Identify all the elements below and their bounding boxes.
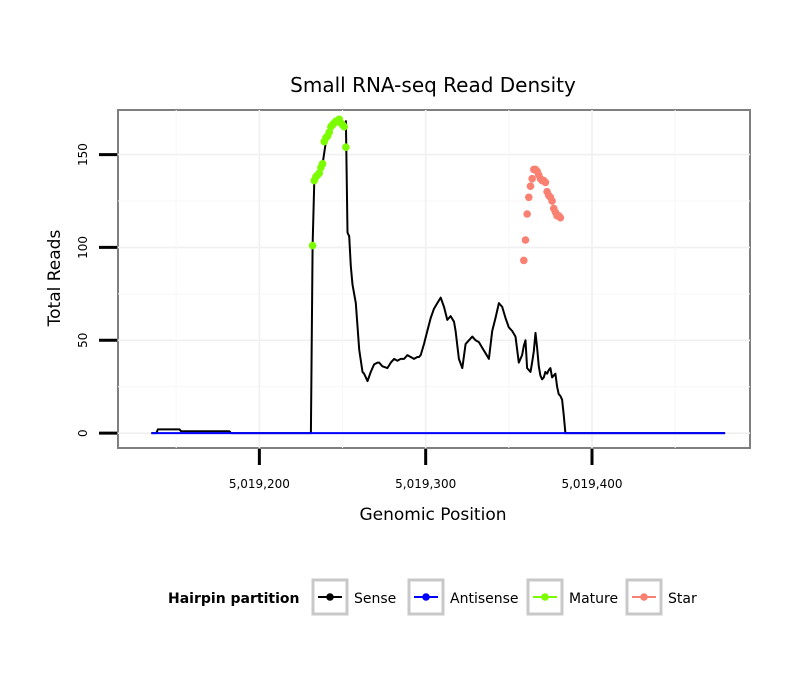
legend-label: Mature (569, 591, 618, 607)
data-point-mature (308, 241, 317, 250)
axes: 0 50 100 150 5,019,200 5,019,300 5,019,400 (76, 143, 623, 491)
data-point-star (525, 193, 533, 202)
chart-title: Small RNA-seq Read Density (290, 73, 576, 97)
legend-item-sense: Sense (311, 578, 396, 616)
data-point-star (526, 182, 535, 190)
x-tick-label: 5,019,200 (229, 477, 290, 491)
x-axis-title: Genomic Position (359, 505, 506, 525)
series (151, 115, 726, 435)
data-point-mature (342, 143, 350, 151)
plot-panel (117, 109, 751, 449)
legend-key-point (326, 593, 334, 601)
y-axis-title: Total Reads (45, 230, 65, 328)
legend-key-point (541, 593, 549, 601)
data-point-star (521, 236, 530, 244)
y-tick-label: 150 (76, 143, 90, 166)
x-tick-label: 5,019,400 (561, 477, 622, 491)
legend-item-antisense: Antisense (407, 578, 519, 616)
data-point-star (528, 174, 536, 183)
legend-key-point (422, 593, 430, 601)
legend-label: Star (668, 591, 697, 607)
data-point-star (520, 256, 528, 265)
grid (118, 110, 750, 448)
y-tick-label: 100 (76, 236, 90, 259)
data-point-star (523, 210, 531, 218)
legend-title: Hairpin partition (168, 591, 299, 607)
legend-key-point (640, 593, 648, 601)
data-point-star (541, 178, 550, 187)
legend-label: Sense (354, 591, 396, 607)
legend: Hairpin partition Sense Antisense Mature St… (168, 578, 697, 616)
legend-item-star: Star (625, 578, 697, 616)
y-tick-label: 0 (76, 429, 90, 437)
legend-label: Antisense (450, 591, 519, 607)
data-point-mature (340, 122, 348, 131)
data-point-mature (318, 160, 327, 168)
data-point-star (556, 213, 565, 222)
x-tick-label: 5,019,300 (395, 477, 456, 491)
legend-item-mature: Mature (526, 578, 618, 616)
data-point-star (548, 197, 556, 205)
y-tick-label: 50 (76, 333, 90, 348)
